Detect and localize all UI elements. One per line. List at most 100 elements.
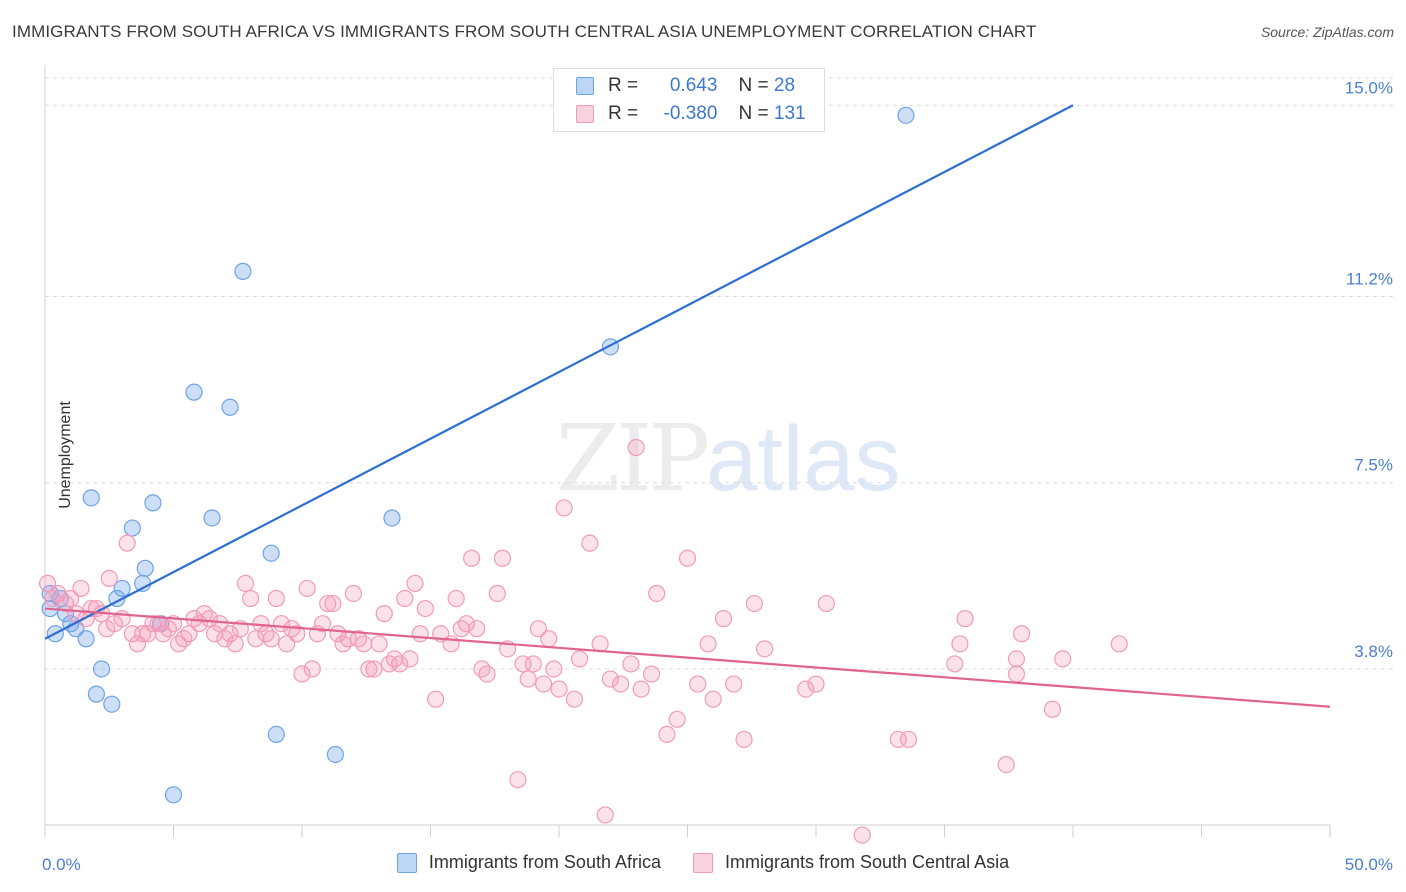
data-point	[457, 615, 476, 633]
data-point	[134, 625, 152, 643]
data-point	[817, 594, 835, 613]
data-point	[62, 589, 80, 608]
data-point	[313, 615, 332, 633]
stats-legend: R = 0.643 N = 28 R = -0.380 N = 131	[553, 68, 825, 132]
data-point	[529, 620, 548, 638]
data-point	[82, 489, 100, 507]
data-point	[853, 826, 871, 844]
data-point	[154, 625, 172, 643]
data-point	[236, 574, 255, 593]
data-point	[997, 756, 1015, 774]
data-point	[326, 745, 345, 764]
data-point	[899, 730, 918, 749]
data-point	[103, 695, 121, 713]
r-label: R =	[608, 75, 639, 96]
data-point	[159, 620, 177, 638]
data-point	[344, 584, 362, 603]
data-point	[478, 665, 496, 683]
trend-lines	[44, 104, 1331, 708]
data-point	[897, 106, 915, 124]
watermark: ZIPatlas	[556, 405, 901, 512]
data-point	[951, 635, 969, 653]
data-point	[596, 806, 614, 824]
data-point	[545, 660, 563, 678]
legend-item-south-africa[interactable]: Immigrants from South Africa	[396, 852, 661, 873]
data-point	[324, 594, 342, 613]
data-point	[113, 579, 131, 598]
data-point	[360, 660, 378, 678]
x-tick-label: 50.0%	[1345, 855, 1393, 874]
data-point	[570, 650, 589, 668]
axes	[44, 65, 1331, 837]
data-point	[38, 574, 57, 593]
data-point	[416, 599, 434, 618]
data-point	[401, 650, 419, 668]
data-point	[427, 690, 445, 708]
data-point	[92, 660, 111, 678]
data-point	[349, 630, 368, 648]
data-point	[262, 544, 280, 562]
data-point	[203, 509, 221, 527]
y-axis-label: Unemployment	[56, 401, 74, 509]
data-point	[355, 635, 373, 653]
data-point	[262, 630, 280, 648]
data-point	[1007, 665, 1026, 683]
data-point	[391, 655, 409, 673]
data-point	[797, 680, 815, 698]
data-point	[534, 675, 553, 693]
series-points-0	[41, 106, 915, 804]
data-point	[144, 615, 162, 633]
data-point	[216, 630, 234, 648]
legend-swatch-south-africa	[576, 77, 594, 95]
data-point	[956, 610, 974, 628]
data-point	[267, 725, 285, 744]
data-point	[581, 534, 599, 552]
trend-line-0	[44, 104, 1074, 640]
data-point	[658, 725, 676, 744]
data-point	[118, 534, 136, 552]
legend-item-south-central-asia[interactable]: Immigrants from South Central Asia	[692, 852, 1009, 873]
data-point	[1012, 625, 1031, 643]
data-point	[226, 635, 244, 653]
data-point	[375, 605, 393, 623]
data-point	[1110, 635, 1128, 653]
data-point	[509, 771, 527, 789]
r-value: 0.643	[669, 75, 718, 96]
data-point	[56, 594, 75, 613]
data-points	[38, 106, 1128, 844]
data-point	[642, 665, 661, 683]
data-point	[406, 574, 424, 593]
y-tick-label: 15.0%	[1345, 78, 1393, 97]
data-point	[1043, 700, 1062, 718]
legend-label: Immigrants from South Africa	[428, 852, 661, 872]
data-point	[463, 549, 481, 567]
source-label: Source: ZipAtlas.com	[1260, 24, 1394, 40]
tick-labels: 3.8% 7.5% 11.2% 15.0% 0.0% 50.0%	[42, 78, 1393, 874]
data-point	[555, 499, 573, 517]
data-point	[44, 589, 62, 608]
data-point	[267, 589, 285, 608]
data-point	[622, 655, 640, 673]
data-point	[493, 549, 512, 567]
data-point	[473, 660, 491, 678]
legend-swatch-south-africa	[396, 852, 417, 873]
data-point	[185, 383, 203, 401]
data-point	[100, 569, 118, 587]
data-point	[334, 635, 352, 653]
data-point	[699, 635, 717, 653]
data-point	[87, 685, 106, 703]
data-point	[519, 670, 537, 688]
data-point	[714, 610, 733, 628]
data-point	[601, 670, 620, 688]
n-label: N =	[738, 75, 769, 96]
series-points-1	[38, 438, 1128, 844]
data-point	[180, 625, 198, 643]
data-point	[745, 594, 763, 613]
data-point	[946, 655, 964, 673]
data-point	[725, 675, 743, 693]
data-point	[735, 730, 753, 749]
data-point	[370, 635, 388, 653]
data-point	[277, 635, 296, 653]
data-point	[221, 398, 239, 416]
